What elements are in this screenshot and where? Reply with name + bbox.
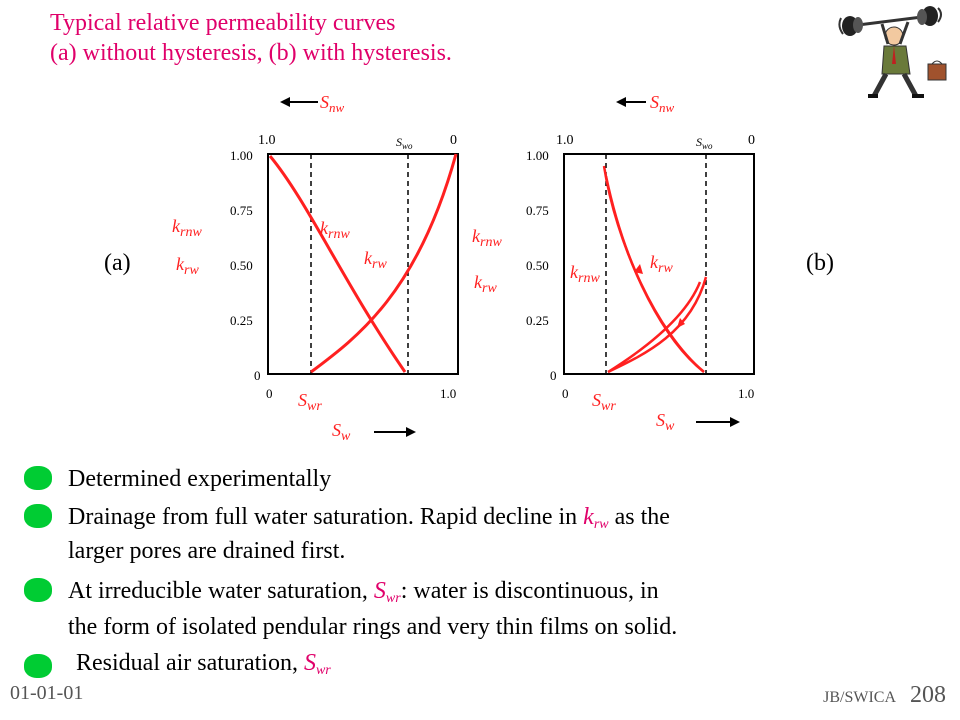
footer-org: JB/SWICA: [823, 689, 896, 706]
footer-date: 01-01-01: [10, 682, 84, 704]
swr-label: Swr: [298, 390, 322, 414]
bullet-text-line2: larger pores are drained first.: [68, 538, 346, 564]
krw-curve-label: krw: [650, 252, 673, 276]
figure-a: Snw 1.0 0 Swo krnw krw 1.00 0.75 0.50 0.…: [168, 92, 468, 452]
bullet-text: Residual air saturation, Swr: [76, 650, 331, 678]
plot-frame: [267, 153, 459, 375]
panel-label-a: (a): [104, 250, 131, 276]
bottom-arrow-head-icon: [406, 427, 416, 437]
krnw-curve-label: krnw: [570, 262, 600, 286]
krw-legend: krw: [474, 272, 497, 296]
krnw-imbibition-curve: [604, 175, 705, 373]
y-tick-0: 0: [254, 368, 261, 383]
y-tick-050: 0.50: [526, 258, 549, 273]
top-axis-label: Snw: [650, 92, 675, 115]
krw-arrow-icon: [677, 318, 685, 328]
krnw-curve-label: krnw: [320, 218, 350, 242]
swc-marker: Swo: [696, 135, 713, 151]
bullet-text: Drainage from full water saturation. Rap…: [68, 504, 670, 532]
x-tick-1: 1.0: [440, 386, 456, 401]
x-tick-0: 0: [266, 386, 273, 401]
bullet-text: Determined experimentally: [68, 466, 332, 492]
bullet-dot-icon: [24, 504, 52, 528]
y-tick-050: 0.50: [230, 258, 253, 273]
figure-a-svg: Snw 1.0 0 Swo krnw krw 1.00 0.75 0.50 0.…: [172, 92, 459, 444]
figure-b-svg: Snw 1.0 0 Swo krnw krw 1.00 0.75 0.50 0.…: [472, 92, 755, 434]
bullet-text: At irreducible water saturation, Swr: wa…: [68, 578, 659, 606]
top-left-tick: 1.0: [556, 133, 574, 148]
krw-legend: krw: [176, 254, 199, 278]
slide-title: Typical relative permeability curves (a)…: [50, 8, 452, 68]
plot-frame: [563, 153, 755, 375]
sw-label: Sw: [656, 410, 675, 434]
sw-label: Sw: [332, 420, 351, 444]
krw-curve-label: krw: [364, 248, 387, 272]
krw-imbibition-curve: [607, 281, 702, 374]
krnw-curve: [268, 155, 407, 373]
y-tick-025: 0.25: [230, 313, 253, 328]
y-tick-1: 1.00: [230, 148, 253, 163]
bullet-dot-icon: [24, 654, 52, 678]
krw-curve: [310, 153, 458, 374]
top-arrow-head-icon: [280, 97, 290, 107]
y-tick-025: 0.25: [526, 313, 549, 328]
x-tick-1: 1.0: [738, 386, 754, 401]
swc-marker: Swo: [396, 135, 413, 151]
krnw-arrow-icon: [634, 264, 643, 274]
bullet-text-line2: the form of isolated pendular rings and …: [68, 614, 678, 640]
figure-b: Snw 1.0 0 Swo krnw krw 1.00 0.75 0.50 0.…: [466, 92, 766, 452]
swr-label: Swr: [592, 390, 616, 414]
page-number: 208: [910, 682, 946, 708]
krw-drainage-curve: [607, 276, 708, 374]
y-tick-075: 0.75: [526, 203, 549, 218]
top-left-tick: 1.0: [258, 133, 276, 148]
top-arrow-head-icon: [616, 97, 626, 107]
y-tick-075: 0.75: [230, 203, 253, 218]
bottom-arrow-head-icon: [730, 417, 740, 427]
top-axis-label: Snw: [320, 92, 345, 115]
y-tick-0: 0: [550, 368, 557, 383]
top-right-tick: 0: [450, 133, 457, 148]
weightlifter-clipart-icon: [838, 6, 947, 98]
title-line-1: Typical relative permeability curves: [50, 10, 396, 36]
bullet-dot-icon: [24, 578, 52, 602]
krnw-legend: krnw: [172, 216, 202, 240]
y-tick-1: 1.00: [526, 148, 549, 163]
bullet-dot-icon: [24, 466, 52, 490]
krnw-legend: krnw: [472, 226, 502, 250]
x-tick-0: 0: [562, 386, 569, 401]
top-right-tick: 0: [748, 133, 755, 148]
title-line-2: (a) without hysteresis, (b) with hystere…: [50, 40, 452, 66]
footer-right: JB/SWICA 208: [823, 682, 946, 709]
panel-label-b: (b): [806, 250, 834, 276]
